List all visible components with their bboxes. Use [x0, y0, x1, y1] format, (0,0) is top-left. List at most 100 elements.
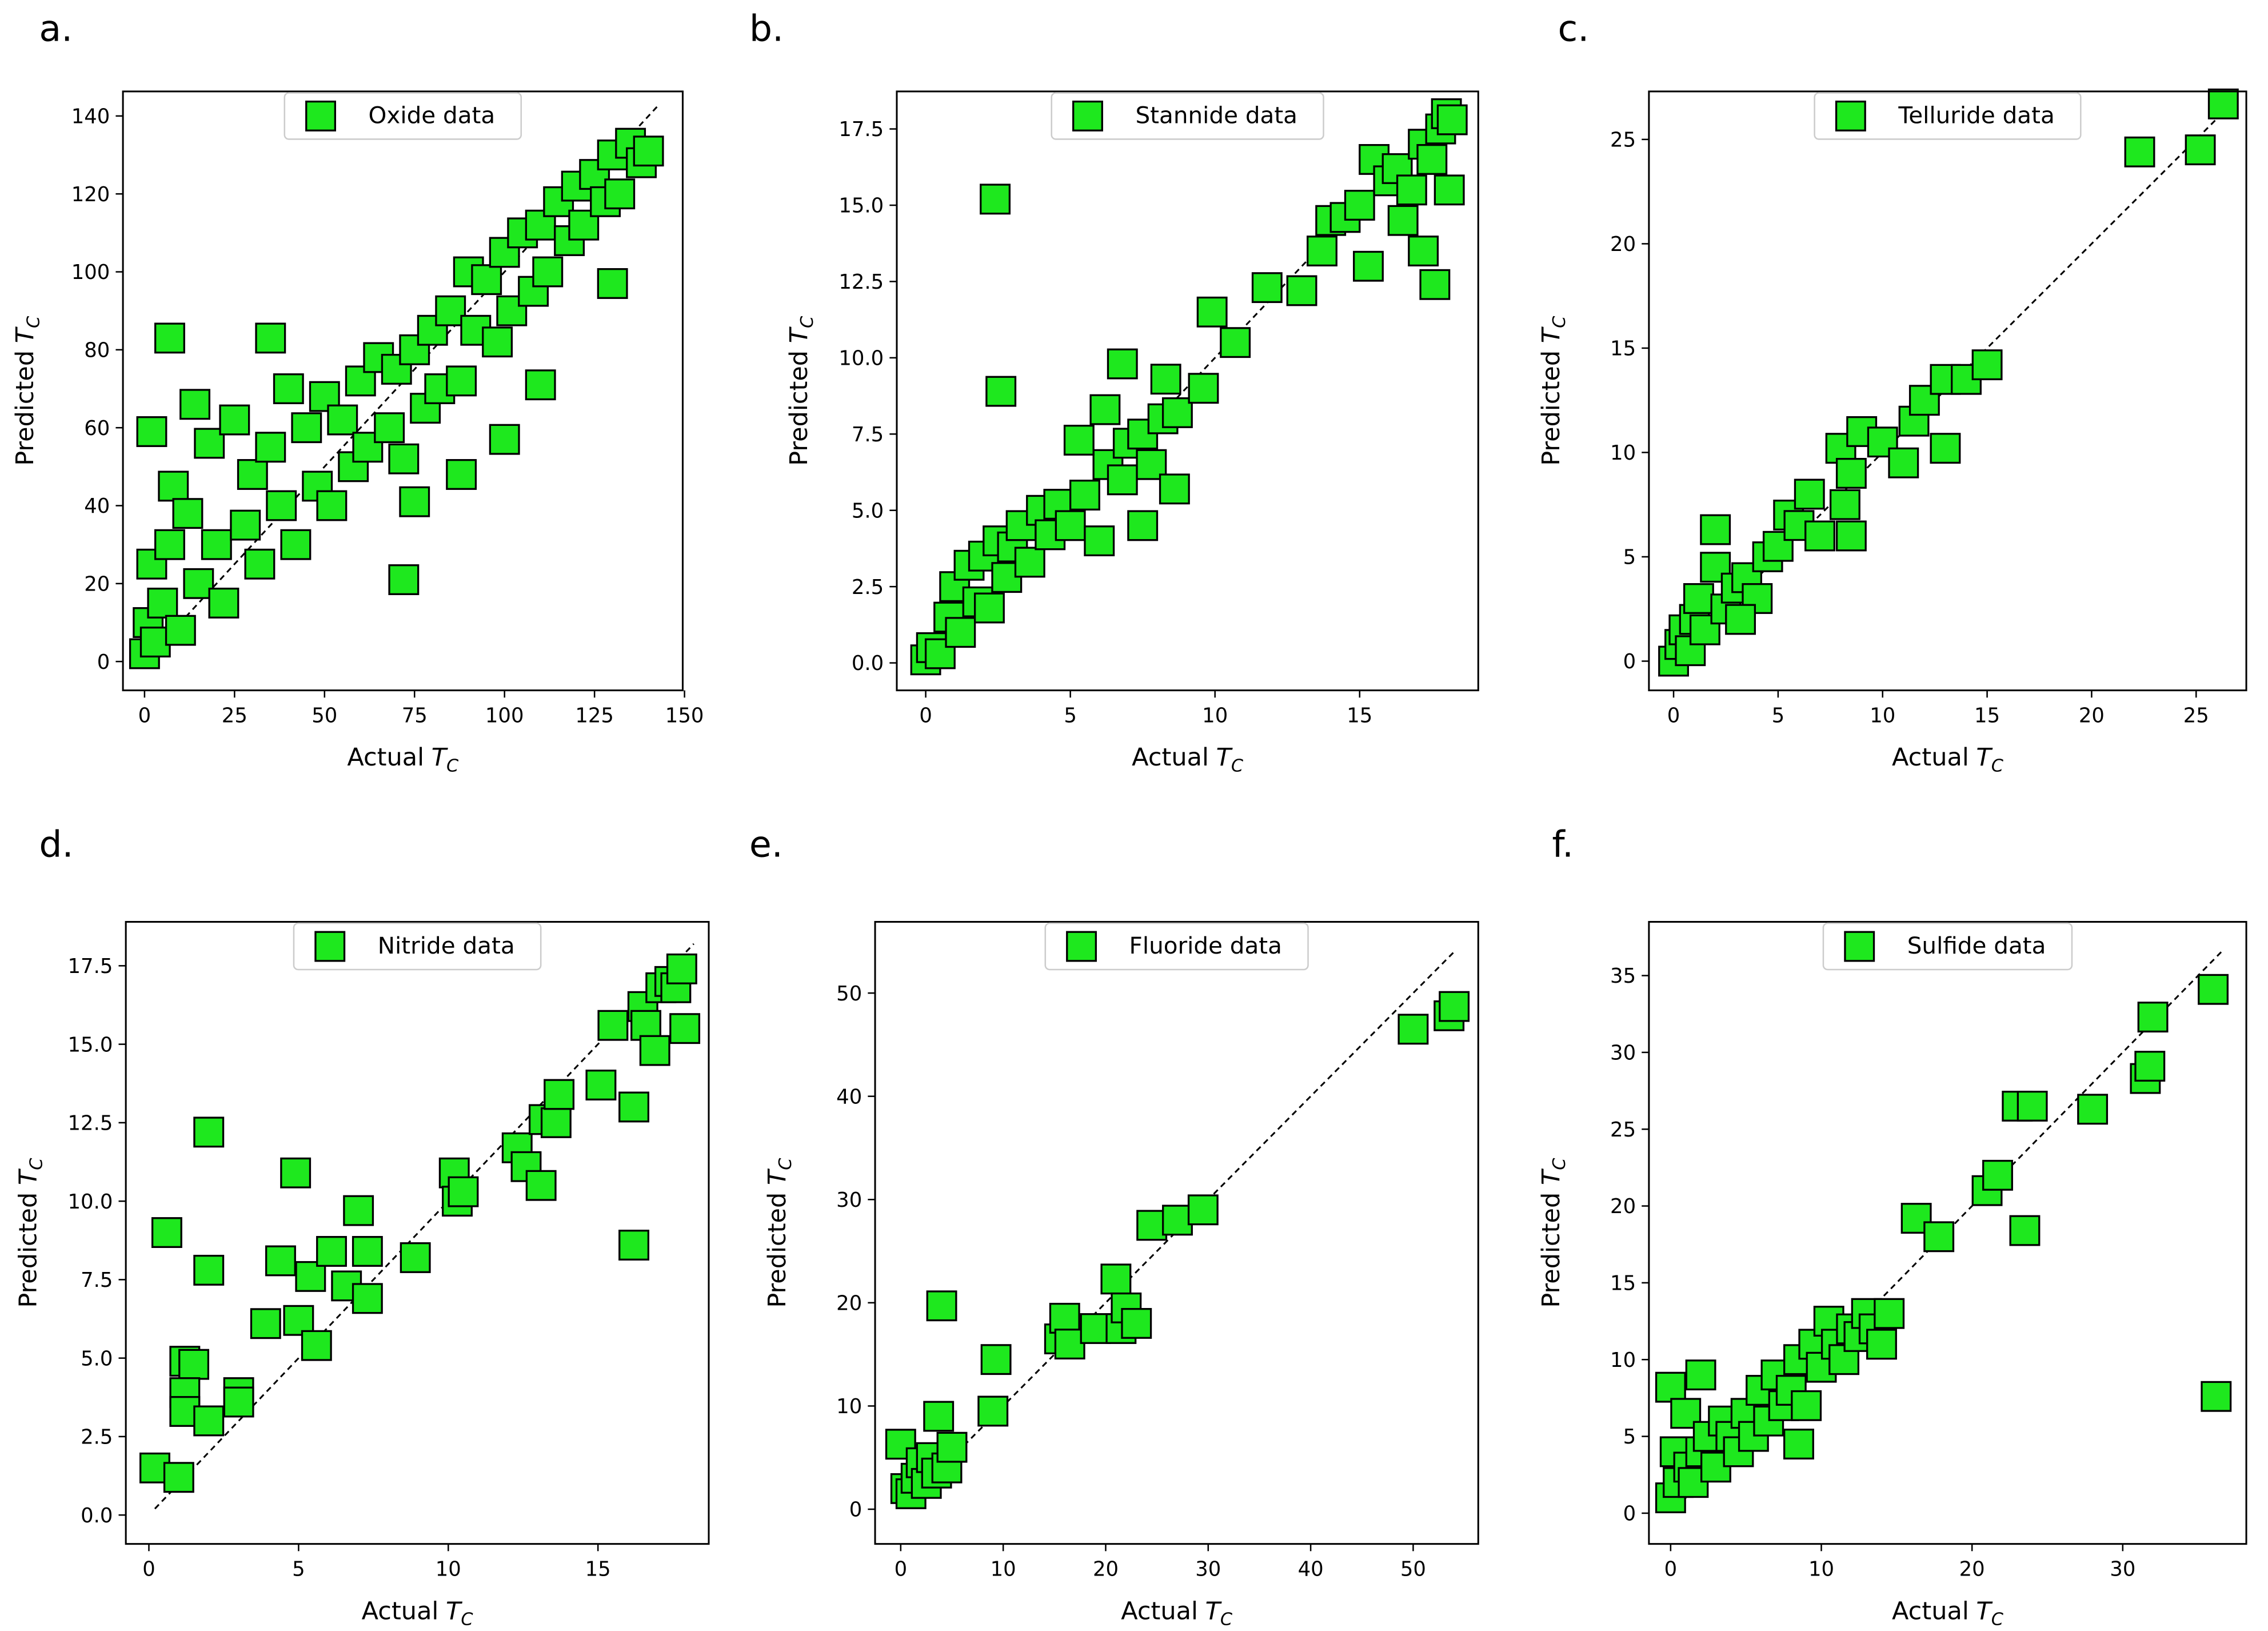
y-tick-label: 30 — [836, 1189, 862, 1212]
x-axis-label: Actual TC — [1892, 1597, 2004, 1629]
point — [525, 369, 556, 401]
panel-label: c. — [1558, 7, 1589, 49]
y-tick-label: 100 — [71, 261, 110, 284]
point — [1930, 433, 1961, 464]
point — [1127, 510, 1159, 541]
point — [1866, 1329, 1897, 1360]
x-tick-label: 10 — [991, 1557, 1016, 1581]
point — [400, 1242, 431, 1273]
point — [374, 412, 405, 444]
x-tick-label: 0 — [1667, 704, 1680, 727]
point — [525, 1170, 557, 1201]
legend-label: Stannide data — [1135, 102, 1297, 129]
point — [1100, 1263, 1132, 1295]
point — [2137, 1002, 2169, 1033]
y-tick-label: 2.5 — [852, 576, 884, 599]
y-tick-label: 0 — [97, 651, 110, 674]
point — [945, 617, 976, 648]
y-tick-label: 12.5 — [838, 270, 884, 294]
x-tick-label: 0 — [138, 704, 151, 727]
point — [1049, 1302, 1080, 1334]
y-tick-label: 20 — [836, 1291, 862, 1315]
y-tick-label: 40 — [84, 495, 110, 518]
y-tick-label: 5 — [1623, 546, 1636, 569]
point — [193, 1116, 225, 1148]
y-tick-label: 17.5 — [838, 118, 884, 141]
point — [295, 1261, 326, 1292]
y-tick-label: 120 — [71, 183, 110, 206]
x-tick-label: 5 — [292, 1557, 305, 1581]
point — [255, 432, 286, 463]
point — [471, 264, 502, 296]
y-tick-label: 10 — [1610, 1349, 1636, 1372]
point — [172, 498, 203, 529]
point — [1888, 447, 1919, 478]
y-label-subscript: C — [797, 316, 817, 328]
point — [618, 1091, 650, 1123]
y-tick-label: 140 — [71, 105, 110, 129]
subplot: 0 5 10 15 20 25 0 5 10 15 20 25 Telluride data Actual… — [1537, 7, 2247, 776]
point — [1159, 473, 1190, 505]
point — [1188, 373, 1219, 404]
point — [250, 1308, 281, 1339]
point — [1080, 1313, 1111, 1344]
point — [1436, 104, 1468, 135]
point — [923, 1401, 955, 1432]
legend-marker — [1835, 100, 1866, 131]
legend-marker — [1844, 931, 1875, 962]
point — [1434, 174, 1465, 206]
point — [1150, 364, 1181, 395]
x-label-symbol: T — [1216, 743, 1233, 772]
point — [1107, 464, 1138, 496]
y-label-symbol: T — [14, 1168, 42, 1185]
axes-frame — [1648, 920, 2247, 1545]
legend-box — [284, 92, 522, 140]
y-tick-label: 40 — [836, 1085, 862, 1108]
y-tick-label: 25 — [1610, 1118, 1636, 1142]
point — [597, 1010, 629, 1041]
point — [1136, 1210, 1168, 1241]
diagonal-line — [1672, 118, 2218, 662]
x-tick-label: 0 — [895, 1557, 908, 1581]
point — [1971, 349, 2003, 381]
point — [2185, 134, 2216, 166]
point — [1874, 1298, 1905, 1329]
y-label-symbol: T — [1537, 1168, 1566, 1185]
point — [1835, 458, 1867, 489]
subplot: 0 10 20 30 40 50 0 10 20 30 40 50 Fluoride data Actua… — [749, 823, 1479, 1629]
point — [532, 256, 564, 288]
y-label-text: Predicted — [785, 350, 813, 466]
y-tick-label: 0 — [849, 1498, 863, 1522]
point — [525, 209, 556, 241]
x-tick-label: 10 — [436, 1557, 461, 1581]
point — [618, 1230, 650, 1261]
point — [265, 1245, 296, 1277]
y-tick-label: 5.0 — [852, 499, 884, 523]
point — [1804, 520, 1835, 552]
legend-label: Nitride data — [378, 932, 515, 959]
point — [435, 295, 466, 326]
point — [1791, 1390, 1822, 1421]
y-tick-label: 25 — [1610, 129, 1636, 152]
point — [193, 1405, 225, 1437]
x-tick-label: 100 — [485, 704, 524, 727]
x-label-subscript: C — [1991, 1609, 2004, 1629]
point — [924, 638, 956, 669]
y-tick-label: 15.0 — [838, 194, 884, 218]
point — [1307, 236, 1337, 267]
x-tick-label: 75 — [402, 704, 428, 727]
x-tick-label: 50 — [1400, 1557, 1426, 1581]
x-tick-label: 15 — [585, 1557, 611, 1581]
point — [201, 529, 232, 560]
point — [244, 548, 275, 580]
y-label-symbol: T — [11, 326, 39, 343]
point — [352, 1283, 383, 1314]
panel-label: a. — [39, 7, 73, 49]
point — [255, 322, 286, 354]
point — [1829, 489, 1860, 520]
point — [280, 1157, 312, 1189]
point — [1353, 250, 1384, 282]
point — [316, 1236, 347, 1267]
point — [193, 1254, 225, 1286]
